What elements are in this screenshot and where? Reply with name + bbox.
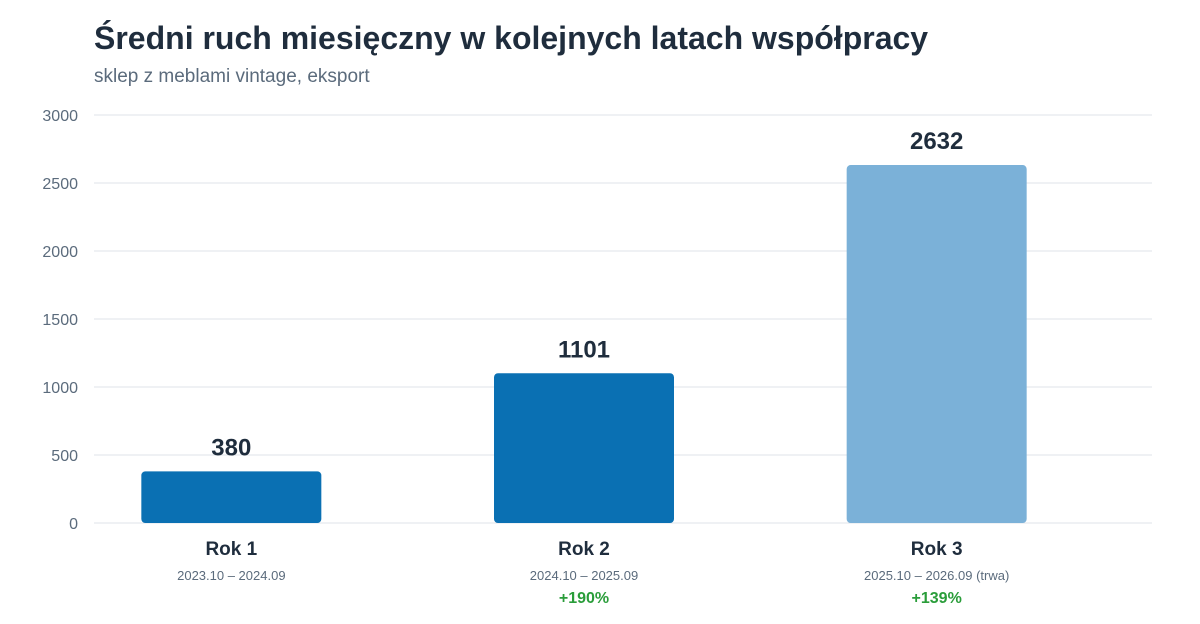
data-label: 2632 [910,128,963,155]
y-tick-label: 2500 [42,176,78,193]
bar [141,471,322,523]
x-period-label: 2023.10 – 2024.09 [177,568,285,583]
growth-label: +190% [559,590,609,607]
y-tick-label: 500 [51,448,78,465]
bar [846,165,1027,523]
x-category-label: Rok 2 [558,539,610,560]
x-period-label: 2024.10 – 2025.09 [530,568,638,583]
y-tick-label: 0 [69,516,78,533]
x-category-label: Rok 3 [911,539,963,560]
y-tick-label: 1500 [42,312,78,329]
chart-subtitle: sklep z meblami vintage, eksport [94,66,370,87]
data-label: 1101 [558,336,610,363]
y-tick-label: 1000 [42,380,78,397]
data-label: 380 [211,434,251,461]
chart-title: Średni ruch miesięczny w kolejnych latac… [94,20,929,56]
y-tick-label: 2000 [42,244,78,261]
growth-label: +139% [912,590,962,607]
x-category-label: Rok 1 [205,539,257,560]
x-period-label: 2025.10 – 2026.09 (trwa) [864,568,1009,583]
bar [494,373,674,523]
y-tick-label: 3000 [42,108,78,125]
